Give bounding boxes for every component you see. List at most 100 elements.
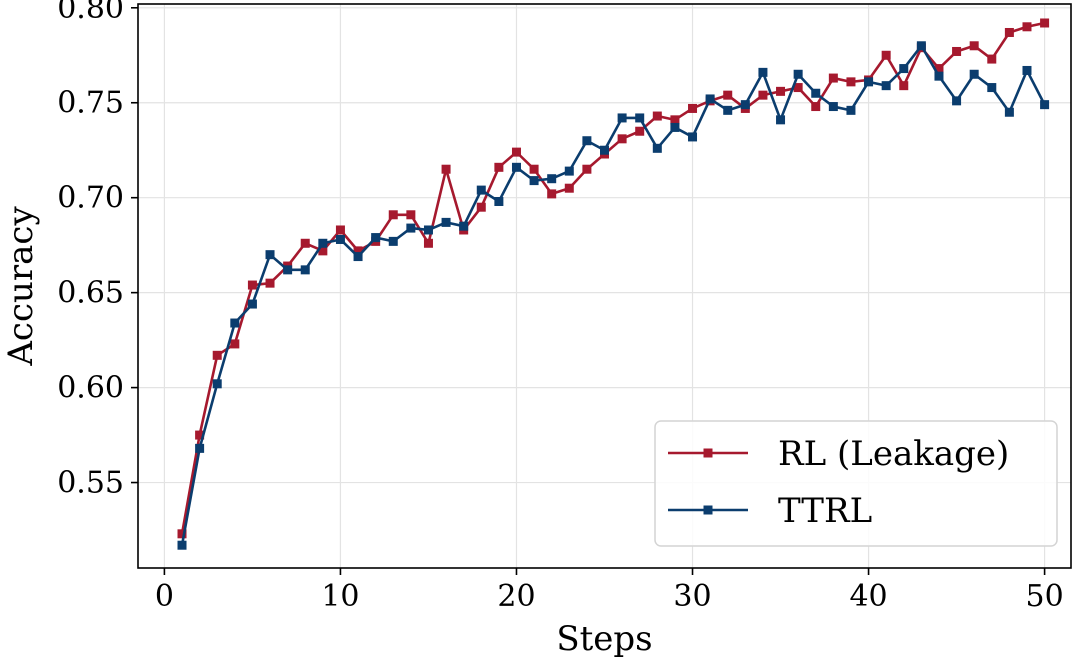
data-point-rl-leakage xyxy=(564,183,574,193)
y-axis-title: Accuracy xyxy=(1,206,41,367)
data-point-ttrl xyxy=(811,88,821,98)
plot-frame xyxy=(137,3,1072,569)
data-point-ttrl xyxy=(846,105,856,115)
data-point-ttrl xyxy=(423,225,433,235)
data-point-rl-leakage xyxy=(511,147,521,157)
data-point-ttrl xyxy=(300,265,310,275)
data-point-rl-leakage xyxy=(476,202,486,212)
data-point-rl-leakage xyxy=(230,339,240,349)
data-point-rl-leakage xyxy=(776,86,786,96)
data-point-rl-leakage xyxy=(811,102,821,112)
data-point-rl-leakage xyxy=(969,41,979,51)
data-point-ttrl xyxy=(934,71,944,81)
data-point-ttrl xyxy=(1040,100,1050,110)
gridlines xyxy=(138,4,1071,568)
data-point-ttrl xyxy=(864,77,874,87)
data-point-rl-leakage xyxy=(670,115,680,125)
data-point-rl-leakage xyxy=(494,162,504,172)
x-tick-label: 30 xyxy=(673,579,711,614)
data-point-ttrl xyxy=(177,540,187,550)
data-point-ttrl xyxy=(335,234,345,244)
data-point-rl-leakage xyxy=(828,73,838,83)
data-point-ttrl xyxy=(582,136,592,146)
legend-marker-ttrl xyxy=(703,505,713,515)
data-point-rl-leakage xyxy=(388,210,398,220)
data-point-ttrl xyxy=(969,69,979,79)
data-point-ttrl xyxy=(511,162,521,172)
data-point-rl-leakage xyxy=(1040,18,1050,28)
data-point-rl-leakage xyxy=(212,350,222,360)
data-point-ttrl xyxy=(353,252,363,262)
x-tick-label: 0 xyxy=(155,579,174,614)
data-point-ttrl xyxy=(1004,107,1014,117)
data-point-ttrl xyxy=(688,132,698,142)
data-point-rl-leakage xyxy=(987,54,997,64)
data-point-ttrl xyxy=(723,105,733,115)
data-point-ttrl xyxy=(265,250,275,260)
data-point-rl-leakage xyxy=(195,430,205,440)
data-point-ttrl xyxy=(547,174,557,184)
data-point-ttrl xyxy=(600,145,609,155)
data-point-ttrl xyxy=(195,443,205,453)
data-point-ttrl xyxy=(388,236,398,246)
data-point-ttrl xyxy=(617,113,627,123)
data-point-ttrl xyxy=(670,122,680,132)
data-point-rl-leakage xyxy=(846,77,856,87)
data-point-rl-leakage xyxy=(335,225,345,235)
legend: RL (Leakage) TTRL xyxy=(654,420,1058,547)
data-point-ttrl xyxy=(494,196,504,206)
x-axis-title: Steps xyxy=(556,619,652,659)
data-point-ttrl xyxy=(652,143,662,153)
legend-marker-rl-leakage xyxy=(703,448,713,458)
data-point-rl-leakage xyxy=(265,278,275,288)
data-point-rl-leakage xyxy=(758,90,768,100)
data-point-rl-leakage xyxy=(688,103,698,113)
data-point-rl-leakage xyxy=(529,164,539,174)
data-point-rl-leakage xyxy=(247,280,257,290)
x-tick-label: 40 xyxy=(849,579,887,614)
data-point-ttrl xyxy=(635,113,645,123)
data-point-ttrl xyxy=(899,64,909,74)
data-point-ttrl xyxy=(740,100,750,110)
data-point-rl-leakage xyxy=(652,111,662,121)
data-point-rl-leakage xyxy=(617,134,627,144)
data-point-ttrl xyxy=(247,299,257,309)
data-point-rl-leakage xyxy=(177,529,187,539)
data-point-rl-leakage xyxy=(899,81,909,91)
data-point-rl-leakage xyxy=(441,164,451,174)
data-point-rl-leakage xyxy=(1004,27,1014,37)
data-point-ttrl xyxy=(318,238,328,248)
data-point-rl-leakage xyxy=(318,246,328,256)
axis-ticks: 0 10 20 30 40 50 0.55 0.60 0.65 0.70 0.75 0.80 xyxy=(57,0,1063,614)
x-tick-label: 50 xyxy=(1026,579,1064,614)
series-lines xyxy=(177,18,1050,550)
data-point-rl-leakage xyxy=(635,126,645,136)
y-tick-label: 0.70 xyxy=(57,181,124,216)
data-point-ttrl xyxy=(283,265,293,275)
y-tick-label: 0.75 xyxy=(57,86,124,121)
data-point-ttrl xyxy=(758,67,768,77)
data-point-rl-leakage xyxy=(406,210,416,220)
data-point-ttrl xyxy=(529,176,539,186)
data-point-ttrl xyxy=(406,223,416,233)
y-tick-label: 0.65 xyxy=(57,276,124,311)
data-point-ttrl xyxy=(459,221,469,231)
data-point-ttrl xyxy=(476,185,486,195)
data-point-rl-leakage xyxy=(934,64,944,74)
x-tick-label: 20 xyxy=(497,579,535,614)
legend-box xyxy=(654,420,1058,547)
x-tick-label: 10 xyxy=(321,579,359,614)
data-point-rl-leakage xyxy=(723,90,733,100)
data-point-rl-leakage xyxy=(300,238,310,248)
legend-label-rl-leakage: RL (Leakage) xyxy=(778,434,1009,474)
data-point-rl-leakage xyxy=(881,50,891,60)
data-point-rl-leakage xyxy=(353,246,363,256)
data-point-ttrl xyxy=(1022,65,1032,75)
y-tick-label: 0.80 xyxy=(57,0,124,26)
series-ttrl xyxy=(177,41,1050,550)
data-point-ttrl xyxy=(881,81,891,91)
data-point-ttrl xyxy=(564,166,574,176)
data-point-rl-leakage xyxy=(1022,22,1032,32)
data-point-rl-leakage xyxy=(423,238,433,248)
